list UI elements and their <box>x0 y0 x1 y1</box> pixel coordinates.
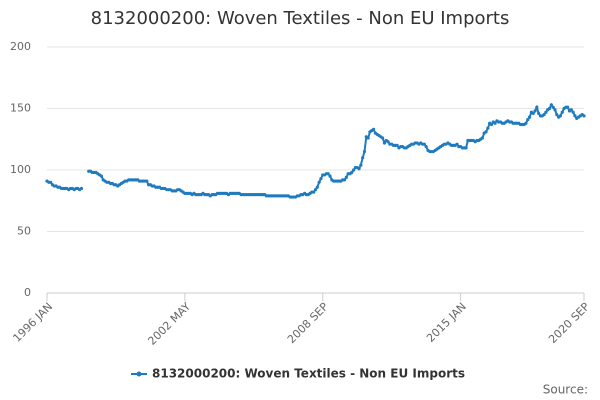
data-point <box>551 105 555 109</box>
x-tick-label: 2002 MAY <box>145 300 193 348</box>
data-point <box>531 111 535 116</box>
data-point <box>145 179 149 183</box>
data-point <box>382 141 387 145</box>
data-point <box>361 156 365 160</box>
data-point <box>524 121 528 125</box>
x-tick-label: 2015 JAN <box>424 300 469 345</box>
data-point <box>381 136 385 140</box>
data-point <box>350 170 354 175</box>
source: Source: <box>543 383 588 397</box>
data-point <box>351 168 356 172</box>
data-point <box>359 163 363 167</box>
y-tick-label: 150 <box>10 102 31 115</box>
data-point <box>493 121 497 125</box>
data-point <box>317 180 321 184</box>
data-point <box>455 142 459 146</box>
data-point <box>582 114 586 118</box>
x-tick-label: 1996 JAN <box>10 300 55 345</box>
series-line <box>46 102 585 199</box>
y-tick-label: 200 <box>10 40 31 53</box>
data-point <box>533 109 537 113</box>
data-point <box>537 111 541 116</box>
data-point <box>569 108 573 112</box>
data-point <box>344 175 348 179</box>
data-point <box>371 127 376 132</box>
data-point <box>328 174 332 178</box>
x-tick-label: 2008 SEP <box>285 300 331 346</box>
y-tick-label: 50 <box>17 225 31 238</box>
data-point <box>319 177 323 181</box>
data-point <box>362 149 367 154</box>
y-tick-label: 0 <box>24 286 31 299</box>
data-point <box>424 145 428 149</box>
legend-label: 8132000200: Woven Textiles - Non EU Impo… <box>152 367 465 381</box>
data-point <box>49 180 53 184</box>
data-point <box>549 103 553 107</box>
data-point <box>489 122 494 127</box>
data-point <box>558 114 563 118</box>
data-point <box>573 114 577 118</box>
x-tick-label: 2020 SEP <box>546 300 592 346</box>
data-point <box>422 142 426 146</box>
y-tick-label: 100 <box>10 163 31 176</box>
data-point <box>571 110 575 114</box>
data-point <box>560 110 564 114</box>
data-point <box>555 113 559 117</box>
data-point <box>464 146 468 150</box>
data-point <box>527 115 532 119</box>
data-point <box>566 105 570 109</box>
data-point <box>547 106 552 111</box>
data-point <box>99 174 104 178</box>
data-point <box>484 130 488 134</box>
data-point <box>526 117 530 122</box>
data-point <box>480 136 485 140</box>
data-point <box>312 190 316 194</box>
data-point <box>315 185 319 189</box>
data-point <box>553 108 557 112</box>
data-point <box>342 178 347 182</box>
data-point <box>366 136 370 140</box>
chart-title: 8132000200: Woven Textiles - Non EU Impo… <box>91 8 510 29</box>
data-point <box>386 140 390 144</box>
data-point <box>395 143 399 147</box>
data-point <box>544 110 548 114</box>
data-point <box>357 167 361 171</box>
data-point <box>313 188 318 192</box>
data-point <box>486 126 490 130</box>
data-point <box>542 113 546 117</box>
data-point <box>79 186 84 191</box>
data-point <box>535 105 539 109</box>
data-point <box>326 172 330 176</box>
legend-symbol-dot <box>136 371 142 377</box>
